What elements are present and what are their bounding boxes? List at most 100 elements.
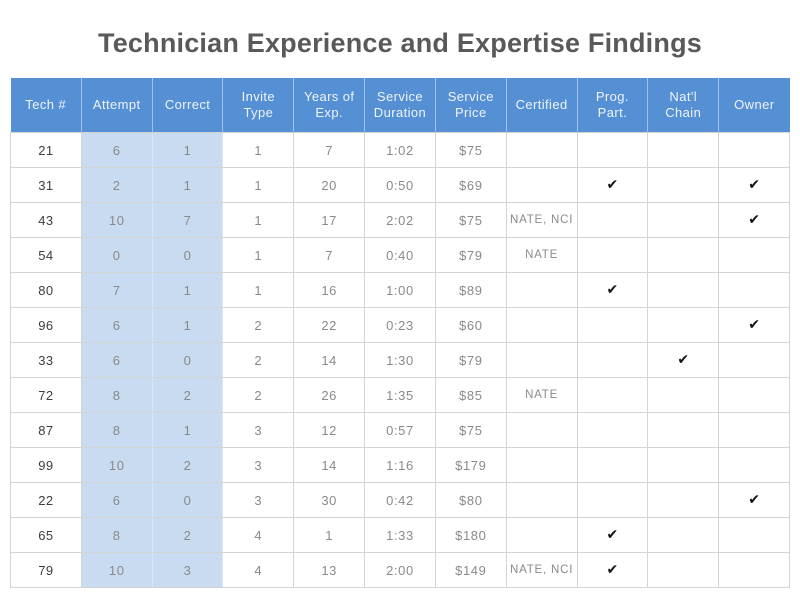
- cell-owner: [718, 272, 790, 308]
- table-row: 31 2 1 1 20 0:50 $69 ✔ ✔: [10, 167, 790, 203]
- cell-prog-part: [576, 307, 649, 343]
- cell-invite-type: 1: [222, 167, 295, 203]
- cell-prog-part: ✔: [576, 167, 649, 203]
- cell-years-of-exp: 30: [293, 482, 366, 518]
- cell-attempt: 8: [80, 412, 153, 448]
- column-header-natl-chain: Nat'l Chain: [647, 78, 720, 133]
- table-row: 43 10 7 1 17 2:02 $75 NATE, NCI ✔: [10, 202, 790, 238]
- table-row: 54 0 0 1 7 0:40 $79 NATE: [10, 237, 790, 273]
- cell-owner: [718, 412, 790, 448]
- cell-tech: 96: [10, 307, 82, 343]
- cell-owner: [718, 447, 790, 483]
- cell-service-duration: 0:57: [364, 412, 436, 448]
- column-header-service-duration: Service Duration: [364, 78, 436, 133]
- cell-invite-type: 4: [222, 552, 295, 588]
- cell-prog-part: [576, 132, 649, 168]
- cell-certified: NATE, NCI: [505, 202, 578, 238]
- cell-attempt: 6: [80, 482, 153, 518]
- cell-service-duration: 0:23: [364, 307, 436, 343]
- cell-correct: 1: [151, 307, 224, 343]
- cell-natl-chain: [647, 237, 720, 273]
- cell-correct: 1: [151, 132, 224, 168]
- cell-tech: 80: [10, 272, 82, 308]
- cell-certified: [505, 272, 578, 308]
- cell-tech: 99: [10, 447, 82, 483]
- cell-invite-type: 3: [222, 447, 295, 483]
- cell-years-of-exp: 1: [293, 517, 366, 553]
- cell-years-of-exp: 17: [293, 202, 366, 238]
- cell-attempt: 6: [80, 307, 153, 343]
- table-row: 80 7 1 1 16 1:00 $89 ✔: [10, 272, 790, 308]
- cell-attempt: 7: [80, 272, 153, 308]
- cell-prog-part: [576, 377, 649, 413]
- cell-invite-type: 2: [222, 307, 295, 343]
- cell-invite-type: 2: [222, 342, 295, 378]
- cell-years-of-exp: 13: [293, 552, 366, 588]
- column-header-prog-part: Prog. Part.: [577, 78, 649, 133]
- cell-prog-part: ✔: [576, 552, 649, 588]
- cell-attempt: 0: [80, 237, 153, 273]
- cell-service-price: $149: [434, 552, 507, 588]
- cell-natl-chain: [647, 202, 720, 238]
- cell-certified: [505, 517, 578, 553]
- table-row: 65 8 2 4 1 1:33 $180 ✔: [10, 517, 790, 553]
- column-header-certified: Certified: [506, 78, 578, 133]
- cell-tech: 72: [10, 377, 82, 413]
- cell-certified: NATE, NCI: [505, 552, 578, 588]
- cell-natl-chain: [647, 167, 720, 203]
- cell-owner: ✔: [718, 482, 790, 518]
- cell-natl-chain: [647, 272, 720, 308]
- cell-attempt: 6: [80, 342, 153, 378]
- cell-natl-chain: [647, 482, 720, 518]
- cell-attempt: 8: [80, 517, 153, 553]
- cell-years-of-exp: 22: [293, 307, 366, 343]
- cell-service-duration: 2:02: [364, 202, 436, 238]
- cell-owner: ✔: [718, 307, 790, 343]
- cell-natl-chain: ✔: [647, 342, 720, 378]
- cell-service-duration: 0:42: [364, 482, 436, 518]
- cell-correct: 7: [151, 202, 224, 238]
- cell-certified: [505, 412, 578, 448]
- cell-service-duration: 1:30: [364, 342, 436, 378]
- cell-certified: [505, 307, 578, 343]
- cell-service-duration: 1:00: [364, 272, 436, 308]
- cell-years-of-exp: 14: [293, 447, 366, 483]
- cell-tech: 79: [10, 552, 82, 588]
- cell-attempt: 10: [80, 552, 153, 588]
- cell-service-duration: 1:16: [364, 447, 436, 483]
- cell-invite-type: 1: [222, 132, 295, 168]
- cell-service-price: $79: [434, 237, 507, 273]
- cell-tech: 33: [10, 342, 82, 378]
- cell-invite-type: 3: [222, 412, 295, 448]
- cell-tech: 21: [10, 132, 82, 168]
- cell-prog-part: [576, 237, 649, 273]
- cell-correct: 1: [151, 167, 224, 203]
- cell-certified: NATE: [505, 377, 578, 413]
- page-title: Technician Experience and Expertise Find…: [98, 28, 702, 58]
- cell-service-price: $80: [434, 482, 507, 518]
- table-row: 96 6 1 2 22 0:23 $60 ✔: [10, 307, 790, 343]
- cell-owner: ✔: [718, 202, 790, 238]
- cell-owner: [718, 517, 790, 553]
- column-header-owner: Owner: [718, 78, 790, 133]
- cell-owner: [718, 377, 790, 413]
- cell-service-price: $75: [434, 202, 507, 238]
- cell-years-of-exp: 12: [293, 412, 366, 448]
- cell-service-duration: 1:35: [364, 377, 436, 413]
- cell-natl-chain: [647, 132, 720, 168]
- table-row: 79 10 3 4 13 2:00 $149 NATE, NCI ✔: [10, 552, 790, 588]
- cell-attempt: 2: [80, 167, 153, 203]
- cell-correct: 1: [151, 412, 224, 448]
- cell-owner: ✔: [718, 167, 790, 203]
- cell-tech: 43: [10, 202, 82, 238]
- table-row: 21 6 1 1 7 1:02 $75: [10, 132, 790, 168]
- cell-tech: 54: [10, 237, 82, 273]
- cell-natl-chain: [647, 307, 720, 343]
- cell-years-of-exp: 20: [293, 167, 366, 203]
- cell-service-duration: 0:40: [364, 237, 436, 273]
- cell-correct: 2: [151, 377, 224, 413]
- table-row: 33 6 0 2 14 1:30 $79 ✔: [10, 342, 790, 378]
- cell-owner: [718, 342, 790, 378]
- cell-service-price: $180: [434, 517, 507, 553]
- cell-service-price: $60: [434, 307, 507, 343]
